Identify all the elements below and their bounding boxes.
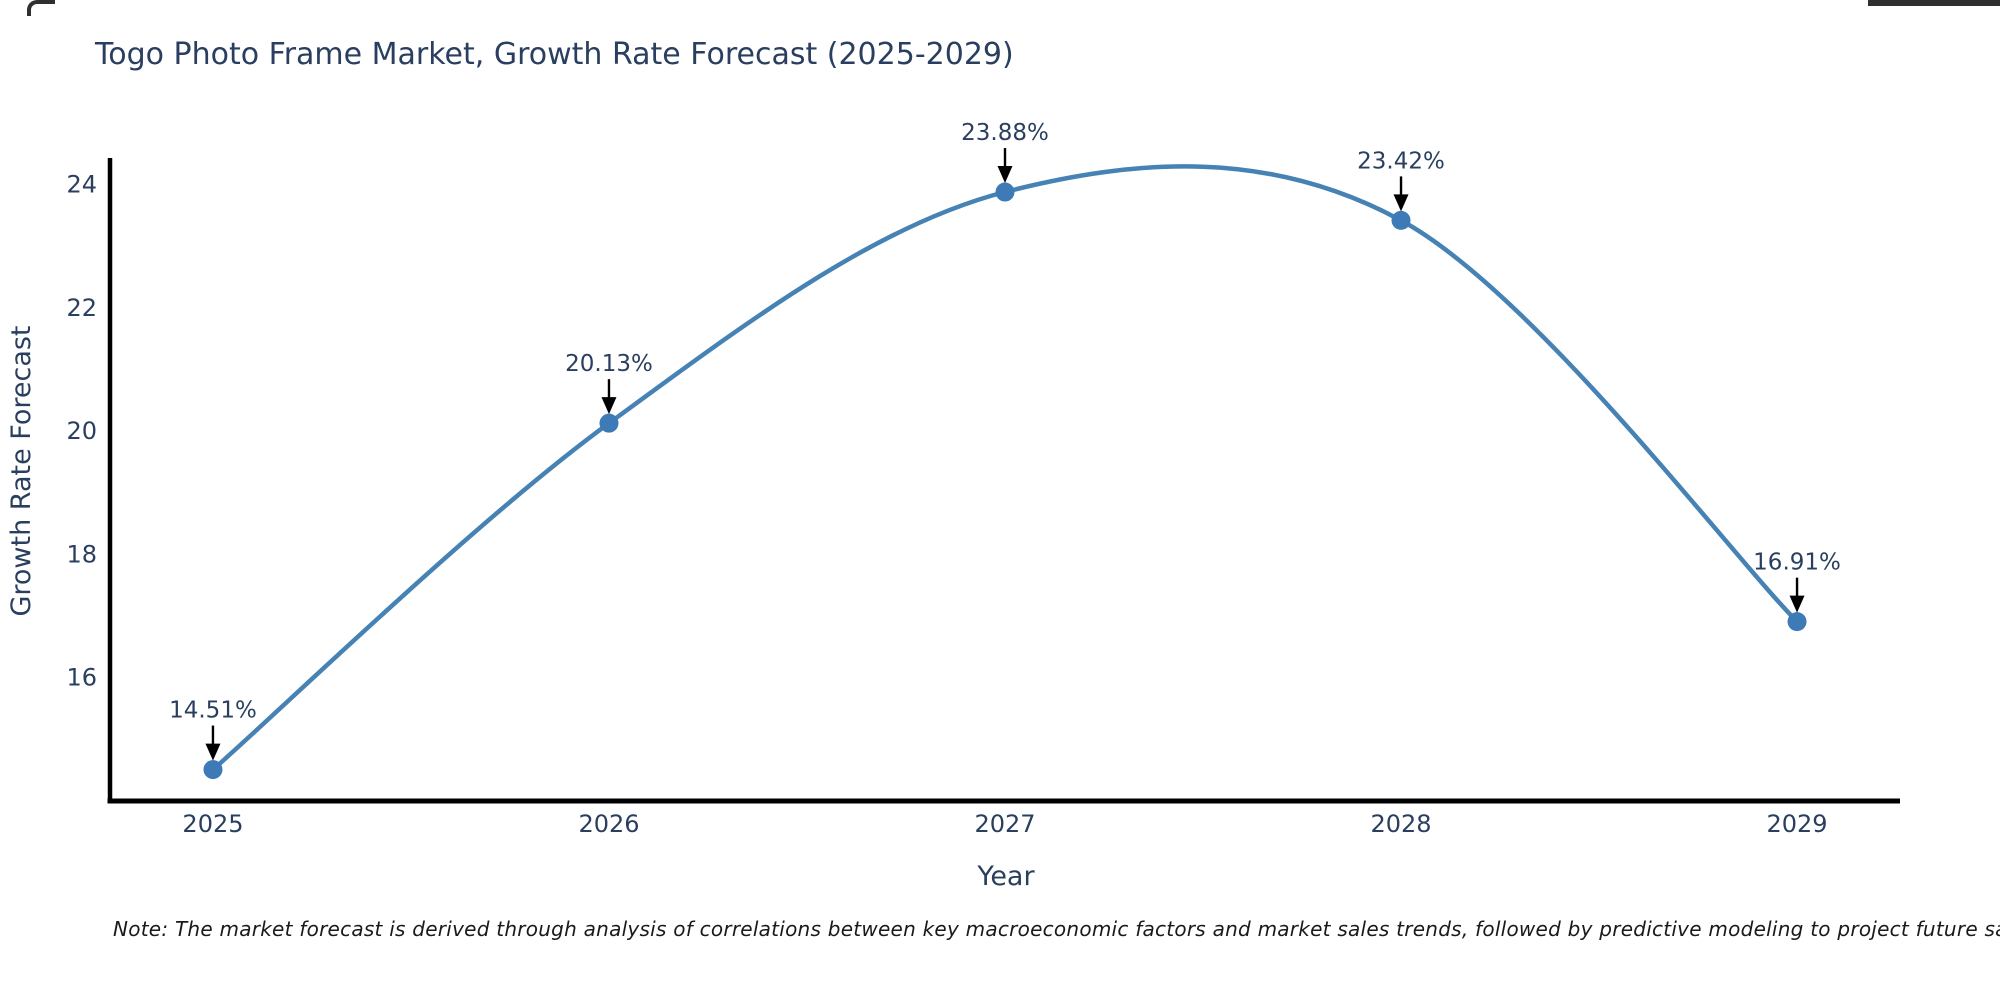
data-point-marker-2029 (1787, 612, 1807, 632)
data-point-marker-2025 (203, 760, 223, 780)
y-tick-label-20: 20 (66, 417, 97, 445)
forecast-line-series (210, 164, 1800, 772)
annotation-arrowhead-2028 (1393, 194, 1409, 212)
y-axis-title: Growth Rate Forecast (6, 325, 37, 616)
window-border-fragment-right (1868, 0, 2000, 6)
x-axis-title: Year (976, 861, 1035, 892)
data-point-marker-2027 (995, 182, 1015, 202)
data-point-marker-2026 (599, 413, 619, 433)
x-tick-label-2026: 2026 (578, 810, 639, 838)
x-tick-label-2028: 2028 (1370, 810, 1431, 838)
annotation-arrowhead-2025 (205, 743, 221, 761)
y-tick-label-18: 18 (66, 540, 97, 568)
footnote: Note: The market forecast is derived thr… (113, 917, 2000, 941)
y-tick-label-24: 24 (66, 171, 97, 199)
window-border-fragment-left (27, 0, 55, 16)
y-tick-label-16: 16 (66, 664, 97, 692)
y-tick-label-22: 22 (66, 294, 97, 322)
annotation-label-2028: 23.42% (1357, 148, 1445, 174)
x-tick-label-2025: 2025 (182, 810, 243, 838)
annotation-label-2029: 16.91% (1753, 550, 1841, 576)
annotation-label-2026: 20.13% (565, 351, 653, 377)
chart-title: Togo Photo Frame Market, Growth Rate For… (94, 37, 1014, 72)
plot-area: 16 18 20 22 24 2025 2026 2027 2028 2029 14.51% 20.1… (66, 120, 1900, 838)
x-tick-label-2027: 2027 (974, 810, 1035, 838)
annotation-arrowhead-2026 (601, 397, 617, 415)
x-tick-label-2029: 2029 (1766, 810, 1827, 838)
annotation-label-2027: 23.88% (961, 120, 1049, 146)
annotation-label-2025: 14.51% (169, 698, 257, 724)
annotation-arrowhead-2029 (1789, 595, 1805, 613)
data-point-marker-2028 (1391, 210, 1411, 230)
annotation-arrowhead-2027 (997, 166, 1013, 184)
